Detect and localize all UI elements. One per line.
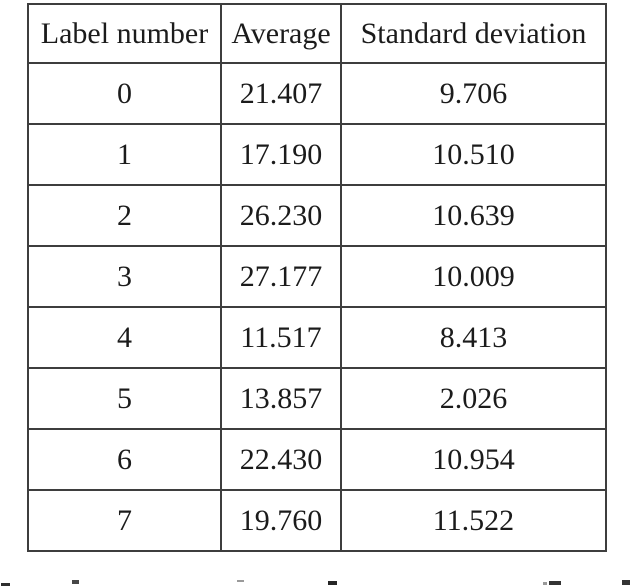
header-cell-standard-deviation: Standard deviation xyxy=(340,3,607,64)
table-row: 5 13.857 2.026 xyxy=(27,367,607,430)
cell-standard-deviation: 11.522 xyxy=(340,489,607,552)
table-row: 7 19.760 11.522 xyxy=(27,489,607,552)
table-row: 2 26.230 10.639 xyxy=(27,184,607,247)
cell-standard-deviation: 10.009 xyxy=(340,245,607,308)
cell-average: 26.230 xyxy=(220,184,342,247)
table-row: 0 21.407 9.706 xyxy=(27,62,607,125)
table-row: 3 27.177 10.009 xyxy=(27,245,607,308)
cell-average: 13.857 xyxy=(220,367,342,430)
cell-label-number: 5 xyxy=(27,367,222,430)
cell-average: 19.760 xyxy=(220,489,342,552)
cell-standard-deviation: 8.413 xyxy=(340,306,607,369)
header-cell-average: Average xyxy=(220,3,342,64)
clipped-caption-fragment xyxy=(549,581,561,585)
clipped-caption-fragment xyxy=(622,580,630,585)
statistics-table: Label number Average Standard deviation … xyxy=(27,3,607,552)
header-cell-label-number: Label number xyxy=(27,3,222,64)
cell-standard-deviation: 10.639 xyxy=(340,184,607,247)
clipped-caption-fragment xyxy=(72,580,79,584)
clipped-caption-fragment xyxy=(543,582,547,585)
cell-label-number: 4 xyxy=(27,306,222,369)
cell-standard-deviation: 10.510 xyxy=(340,123,607,186)
header-row: Label number Average Standard deviation xyxy=(27,3,607,64)
cell-label-number: 6 xyxy=(27,428,222,491)
table-row: 1 17.190 10.510 xyxy=(27,123,607,186)
cell-standard-deviation: 2.026 xyxy=(340,367,607,430)
clipped-caption-fragment xyxy=(1,583,10,586)
clipped-caption-fragment xyxy=(237,580,244,582)
cell-average: 22.430 xyxy=(220,428,342,491)
cell-average: 11.517 xyxy=(220,306,342,369)
cell-average: 17.190 xyxy=(220,123,342,186)
cell-label-number: 2 xyxy=(27,184,222,247)
cell-average: 21.407 xyxy=(220,62,342,125)
cell-label-number: 3 xyxy=(27,245,222,308)
cell-standard-deviation: 10.954 xyxy=(340,428,607,491)
table-row: 4 11.517 8.413 xyxy=(27,306,607,369)
cell-standard-deviation: 9.706 xyxy=(340,62,607,125)
cell-label-number: 1 xyxy=(27,123,222,186)
table-row: 6 22.430 10.954 xyxy=(27,428,607,491)
cell-label-number: 0 xyxy=(27,62,222,125)
clipped-caption-fragment xyxy=(328,581,337,585)
cell-label-number: 7 xyxy=(27,489,222,552)
cell-average: 27.177 xyxy=(220,245,342,308)
